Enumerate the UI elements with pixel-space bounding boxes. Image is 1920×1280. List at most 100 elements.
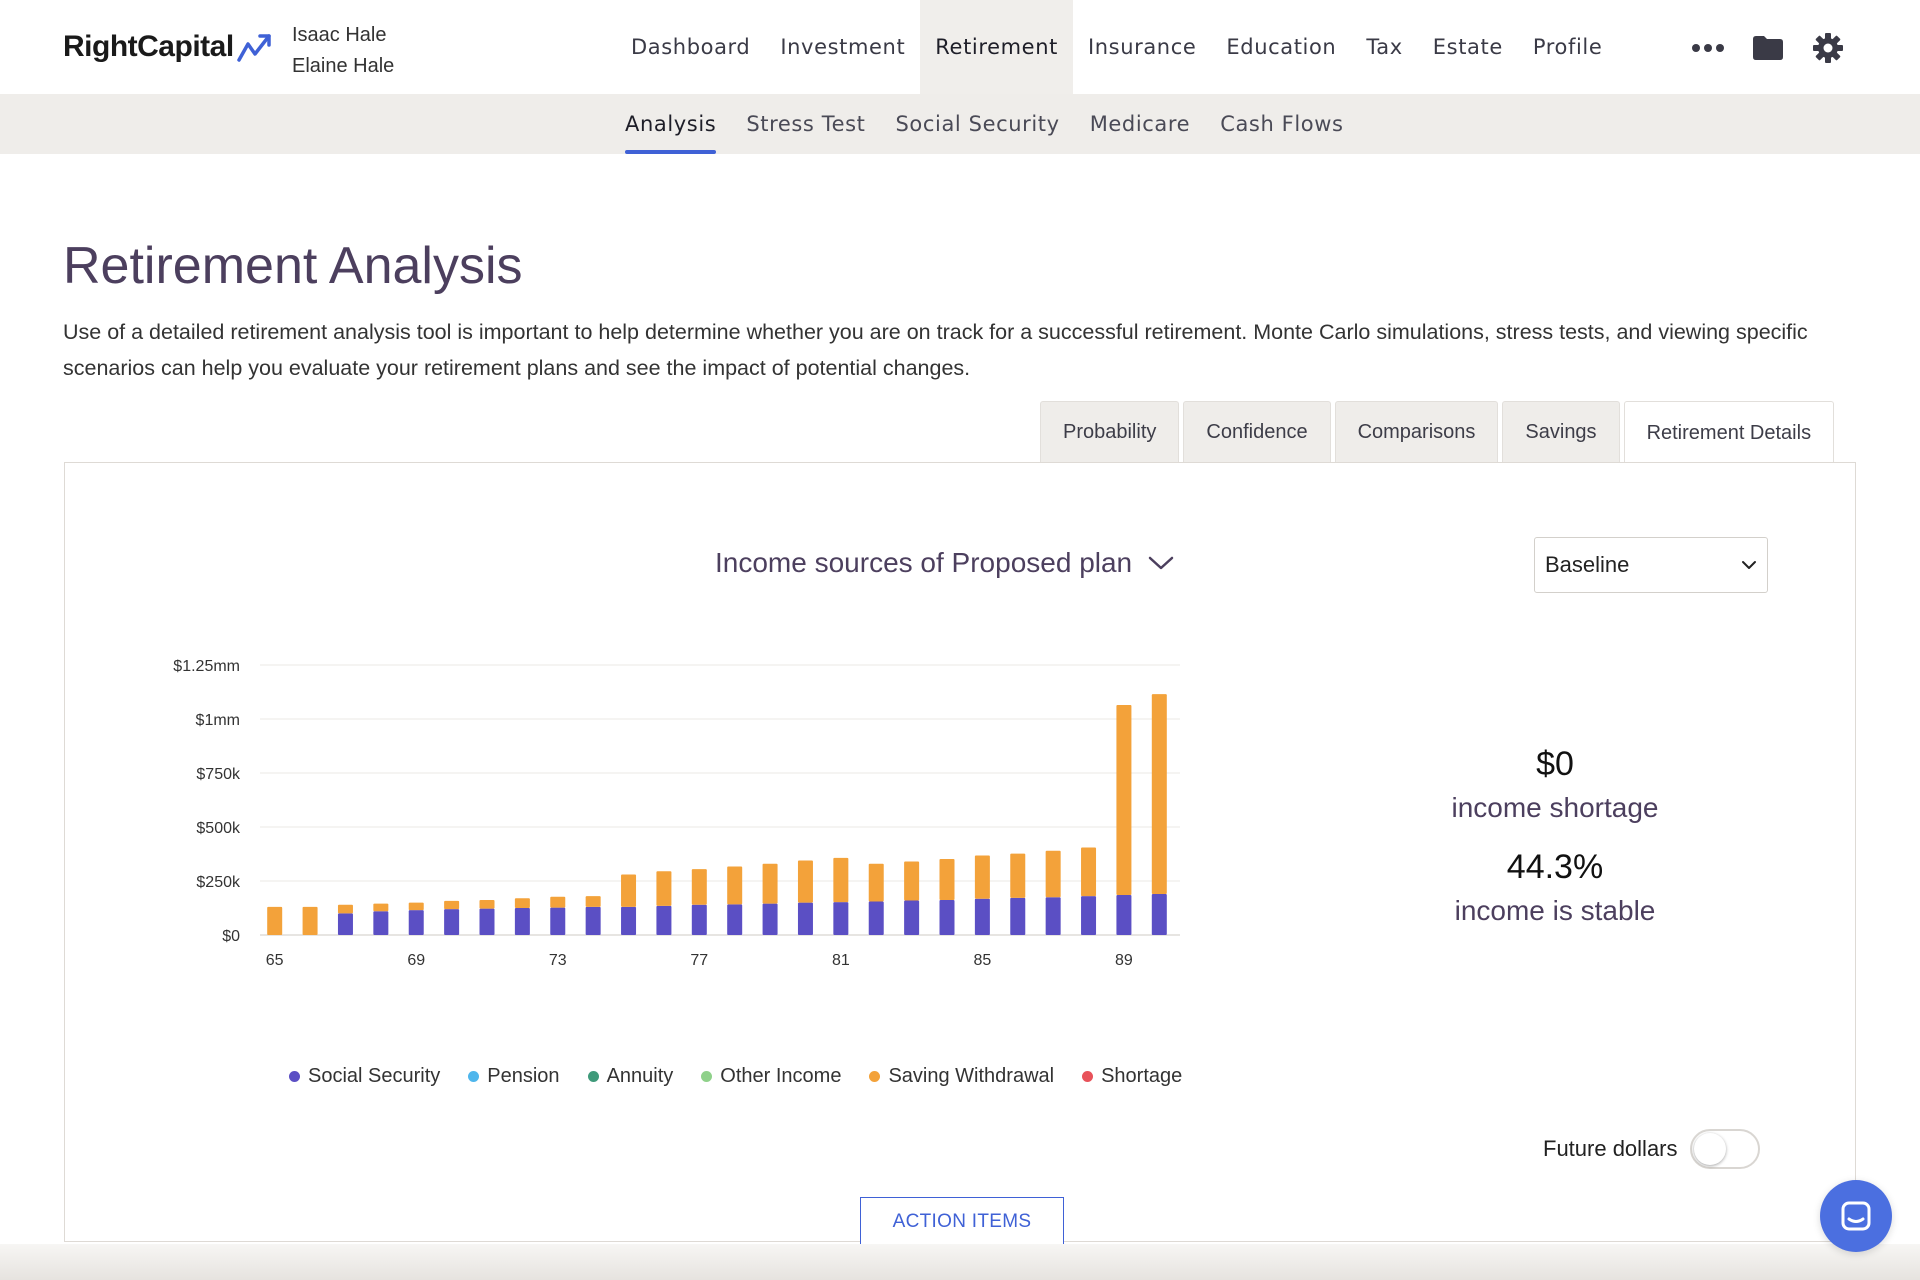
legend-item-shortage[interactable]: Shortage [1082, 1065, 1182, 1088]
y-tick-label: $1.25mm [173, 658, 240, 675]
more-dots-icon[interactable] [1690, 28, 1726, 68]
retirement-details-panel: Income sources of Proposed plan Baseline… [64, 462, 1856, 1253]
bar-segment [762, 863, 778, 904]
y-tick-label: $500k [196, 820, 241, 837]
legend-dot [587, 1071, 599, 1082]
chat-launcher-button[interactable] [1820, 1180, 1892, 1252]
bar-segment [939, 900, 955, 935]
nav-retirement[interactable]: Retirement [920, 0, 1073, 94]
legend-label: Annuity [606, 1065, 674, 1087]
nav-education[interactable]: Education [1226, 35, 1337, 59]
bar-segment [621, 874, 637, 907]
bar-segment [691, 904, 707, 935]
bar-segment [1116, 704, 1132, 896]
bar-segment [444, 909, 460, 935]
bar-segment [1081, 896, 1097, 935]
y-tick-label: $0 [222, 928, 240, 945]
folder-icon[interactable] [1750, 28, 1786, 68]
chat-icon [1841, 1201, 1871, 1231]
bar-segment [514, 898, 530, 908]
bar-segment [621, 906, 637, 935]
x-tick-label: 69 [407, 952, 425, 969]
bar-segment [833, 902, 849, 935]
tab-confidence[interactable]: Confidence [1183, 401, 1331, 463]
chart-selector[interactable]: Income sources of Proposed plan [715, 547, 1174, 579]
bar-segment [1151, 694, 1167, 894]
sub-navigation: Analysis Stress Test Social Security Med… [0, 94, 1920, 154]
legend-dot [1082, 1071, 1094, 1082]
subnav-analysis[interactable]: Analysis [610, 94, 731, 154]
legend-label: Other Income [720, 1065, 842, 1087]
income-sources-chart-svg: $0 $250k $500k $750k $1mm $1.25mm 65 69 73 77 81 85… [173, 658, 1180, 969]
brand-name: RightCapital [63, 30, 234, 63]
subnav-stress-test[interactable]: Stress Test [746, 112, 866, 136]
nav-estate[interactable]: Estate [1432, 35, 1503, 59]
legend-dot [289, 1071, 300, 1082]
bar-segment [514, 908, 530, 935]
x-tick-label: 65 [266, 952, 284, 969]
income-stats: $0 income shortage 44.3% income is stabl… [1425, 745, 1685, 927]
nav-insurance[interactable]: Insurance [1087, 35, 1197, 59]
bar-segment [656, 905, 672, 935]
subnav-medicare[interactable]: Medicare [1089, 112, 1191, 136]
chevron-down-icon [1742, 561, 1756, 569]
nav-profile[interactable]: Profile [1532, 35, 1603, 59]
nav-investment[interactable]: Investment [780, 35, 906, 59]
bar-segment [267, 906, 283, 935]
client-name-primary: Isaac Hale [292, 24, 387, 46]
legend-item-social-security[interactable]: Social Security [289, 1065, 440, 1088]
bar-segment [550, 896, 566, 908]
legend-label: Pension [487, 1065, 560, 1087]
bar-segment [691, 869, 707, 905]
legend-item-saving-withdrawal[interactable]: Saving Withdrawal [869, 1065, 1054, 1088]
bar-segment [1045, 897, 1061, 935]
bar-segment [833, 857, 849, 903]
x-tick-label: 85 [973, 952, 991, 969]
tab-retirement-details[interactable]: Retirement Details [1623, 401, 1835, 464]
legend-item-annuity[interactable]: Annuity [587, 1065, 674, 1088]
bar-segment [868, 863, 884, 902]
bar-segment [373, 903, 389, 912]
chart-selector-label: Income sources of Proposed plan [715, 547, 1133, 578]
bar-segment [797, 860, 813, 903]
bar-segment [939, 858, 955, 901]
bar-segment [656, 871, 672, 906]
future-dollars-toggle[interactable] [1689, 1129, 1760, 1169]
legend-label: Shortage [1101, 1065, 1183, 1087]
client-name-spouse: Elaine Hale [292, 55, 395, 77]
legend-item-pension[interactable]: Pension [468, 1065, 560, 1088]
x-tick-label: 73 [549, 952, 567, 969]
page-title: Retirement Analysis [63, 237, 523, 295]
toggle-knob [1693, 1133, 1726, 1165]
income-stable-label: income is stable [1454, 895, 1656, 926]
nav-icon-group [1690, 28, 1846, 68]
legend-dot [869, 1071, 881, 1082]
income-stable-value: 44.3% [1506, 848, 1604, 886]
nav-tax[interactable]: Tax [1366, 35, 1403, 59]
x-tick-label: 81 [832, 952, 850, 969]
tab-savings[interactable]: Savings [1502, 401, 1620, 463]
legend-label: Saving Withdrawal [888, 1065, 1055, 1087]
bar-segment [974, 898, 990, 935]
future-dollars-label: Future dollars [1543, 1136, 1678, 1161]
scenario-select[interactable]: Baseline [1534, 537, 1768, 593]
subnav-social-security[interactable]: Social Security [895, 112, 1060, 136]
tab-probability[interactable]: Probability [1040, 401, 1180, 463]
bar-segment [550, 907, 566, 935]
bar-segment [868, 901, 884, 935]
subnav-cash-flows[interactable]: Cash Flows [1220, 112, 1344, 136]
brand-logo[interactable]: RightCapital [63, 30, 274, 64]
gear-icon[interactable] [1810, 28, 1846, 68]
income-shortage-label: income shortage [1451, 792, 1659, 823]
bar-segment [762, 903, 778, 935]
y-tick-label: $250k [196, 874, 241, 891]
legend-dot [701, 1071, 713, 1082]
legend-item-other-income[interactable]: Other Income [701, 1065, 841, 1088]
main-nav: Dashboard Investment Retirement Insuranc… [616, 0, 1617, 94]
tab-comparisons[interactable]: Comparisons [1334, 401, 1499, 463]
bar-segment [974, 855, 990, 899]
income-shortage-value: $0 [1536, 745, 1574, 783]
bar-segment [479, 908, 495, 935]
nav-dashboard[interactable]: Dashboard [631, 35, 751, 59]
